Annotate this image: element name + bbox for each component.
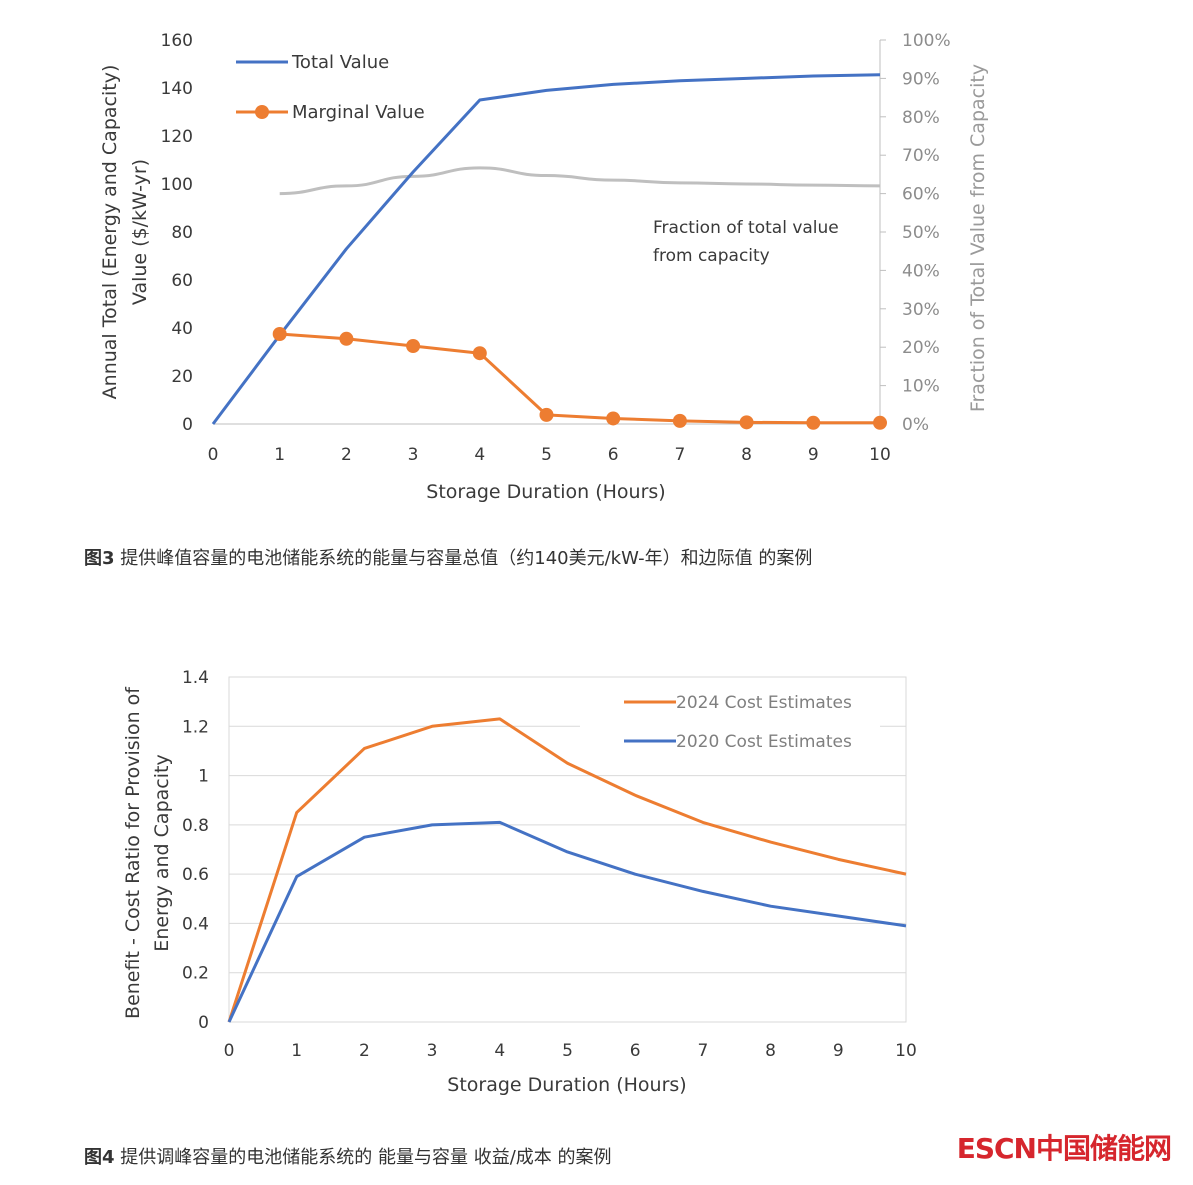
marginal-value-point bbox=[406, 339, 421, 353]
marginal-value-point bbox=[272, 327, 287, 341]
chart2-y-tick-label: 0.6 bbox=[182, 865, 209, 885]
chart1-y-tick-label: 40 bbox=[171, 319, 193, 339]
chart1-y-tick-label: 80 bbox=[171, 223, 193, 243]
chart1-y-tick-label: 0 bbox=[182, 415, 193, 435]
chart1-y2-tick-label: 80% bbox=[902, 108, 940, 128]
annotation-fraction-line2: from capacity bbox=[653, 246, 770, 266]
chart2-legend-box bbox=[580, 684, 880, 762]
chart2-y-axis-title-line2: Energy and Capacity bbox=[151, 754, 173, 951]
chart1-x-tick-label: 0 bbox=[208, 445, 219, 465]
chart1-x-tick-label: 7 bbox=[674, 445, 685, 465]
marginal-value-point bbox=[606, 411, 621, 426]
chart1-y-tick-label: 100 bbox=[161, 175, 193, 195]
chart2-x-tick-label: 1 bbox=[291, 1041, 302, 1061]
chart2-x-tick-label: 10 bbox=[895, 1041, 917, 1061]
annotation-fraction-line1: Fraction of total value bbox=[653, 218, 839, 238]
chart2-x-tick-label: 4 bbox=[494, 1041, 505, 1061]
chart1-y2-tick-label: 70% bbox=[902, 146, 940, 166]
figure4-caption: 图4 提供调峰容量的电池储能系统的 能量与容量 收益/成本 的案例 bbox=[84, 1143, 611, 1169]
chart1-y2-tick-label: 10% bbox=[902, 377, 940, 397]
chart1-x-tick-label: 6 bbox=[608, 445, 619, 465]
legend-marginal-value-label: Marginal Value bbox=[292, 102, 425, 123]
legend-marginal-value-marker bbox=[255, 105, 269, 119]
chart1-y2-tick-label: 0% bbox=[902, 415, 929, 435]
chart1-y2-tick-label: 20% bbox=[902, 338, 940, 358]
chart1-x-tick-label: 1 bbox=[274, 445, 285, 465]
chart1-y2-tick-label: 40% bbox=[902, 261, 940, 281]
series-2020-cost-estimates-line bbox=[227, 820, 907, 1023]
legend-2024-label: 2024 Cost Estimates bbox=[676, 693, 852, 713]
chart1-x-tick-label: 3 bbox=[408, 445, 419, 465]
series-marginal-value-line bbox=[279, 332, 880, 425]
series-2024-cost-estimates-line bbox=[227, 717, 907, 1023]
chart2-y-tick-label: 0.2 bbox=[182, 964, 209, 984]
chart1-y2-axis-title: Fraction of Total Value from Capacity bbox=[967, 64, 989, 412]
chart2-x-axis-title: Storage Duration (Hours) bbox=[447, 1074, 686, 1096]
escn-watermark-logo: ESCN中国储能网 bbox=[956, 1132, 1172, 1165]
series-fraction-capacity-line bbox=[279, 166, 881, 196]
figure3-caption: 图3 提供峰值容量的电池储能系统的能量与容量总值（约140美元/kW-年）和边际… bbox=[84, 544, 812, 570]
marginal-value-point bbox=[873, 415, 887, 430]
chart1-y-tick-label: 140 bbox=[161, 79, 193, 99]
chart2-y-tick-label: 0.8 bbox=[182, 816, 209, 836]
chart1-y2-tick-label: 30% bbox=[902, 300, 940, 320]
chart1-y2-tick-label: 60% bbox=[902, 185, 940, 205]
chart2-y-tick-label: 1 bbox=[198, 767, 209, 787]
chart2-x-tick-label: 0 bbox=[224, 1041, 235, 1061]
chart1-x-tick-label: 8 bbox=[741, 445, 752, 465]
chart2-x-tick-label: 7 bbox=[697, 1041, 708, 1061]
chart1-x-tick-label: 10 bbox=[869, 445, 891, 465]
marginal-value-point bbox=[806, 415, 821, 430]
chart1-x-tick-label: 9 bbox=[808, 445, 819, 465]
chart2-x-tick-label: 5 bbox=[562, 1041, 573, 1061]
chart1-x-tick-label: 2 bbox=[341, 445, 352, 465]
marginal-value-point bbox=[672, 413, 687, 428]
chart1-y2-tick-label: 100% bbox=[902, 31, 951, 51]
chart1-y-tick-label: 20 bbox=[171, 367, 193, 387]
chart2-x-tick-label: 3 bbox=[427, 1041, 438, 1061]
chart1-y2-tick-label: 50% bbox=[902, 223, 940, 243]
figure4-label: 图4 bbox=[84, 1147, 115, 1168]
chart2-x-tick-label: 2 bbox=[359, 1041, 370, 1061]
chart1-x-axis-title: Storage Duration (Hours) bbox=[426, 481, 665, 503]
chart2-x-tick-label: 8 bbox=[765, 1041, 776, 1061]
chart1-y-axis-title-line1: Annual Total (Energy and Capacity) bbox=[99, 65, 121, 400]
figure3-text: 提供峰值容量的电池储能系统的能量与容量总值（约140美元/kW-年）和边际值 的… bbox=[114, 548, 813, 569]
chart1-y-axis-title-line2: Value ($/kW-yr) bbox=[129, 159, 151, 305]
chart2-x-tick-label: 9 bbox=[833, 1041, 844, 1061]
chart2-y-tick-label: 1.4 bbox=[182, 668, 209, 688]
chart2-y-tick-label: 0.4 bbox=[182, 914, 209, 934]
legend-2020-label: 2020 Cost Estimates bbox=[676, 732, 852, 752]
chart1-x-tick-label: 5 bbox=[541, 445, 552, 465]
marginal-value-point bbox=[339, 331, 354, 346]
chart1-x-tick-label: 4 bbox=[474, 445, 485, 465]
series-total-value-line bbox=[211, 73, 881, 425]
legend-total-value-label: Total Value bbox=[291, 52, 389, 73]
chart2-y-axis-title-line1: Benefit - Cost Ratio for Provision of bbox=[122, 686, 144, 1019]
chart2-y-tick-label: 1.2 bbox=[182, 717, 209, 737]
figure4-text: 提供调峰容量的电池储能系统的 能量与容量 收益/成本 的案例 bbox=[114, 1147, 612, 1168]
chart2-x-tick-label: 6 bbox=[630, 1041, 641, 1061]
marginal-value-point bbox=[739, 415, 754, 430]
chart1-y-tick-label: 160 bbox=[161, 31, 193, 51]
marginal-value-point bbox=[539, 407, 554, 422]
marginal-value-point bbox=[472, 346, 487, 361]
chart1-y-tick-label: 120 bbox=[161, 127, 193, 147]
chart1-y-tick-label: 60 bbox=[171, 271, 193, 291]
chart1-y2-tick-label: 90% bbox=[902, 69, 940, 89]
chart-benefit-cost-ratio: 0 0.2 0.4 0.6 0.8 1 1.2 1.4 0 1 2 3 4 5 6 7 8 9 10 2024 C… bbox=[122, 668, 917, 1096]
figure3-label: 图3 bbox=[84, 548, 115, 569]
chart2-y-tick-label: 0 bbox=[198, 1013, 209, 1033]
